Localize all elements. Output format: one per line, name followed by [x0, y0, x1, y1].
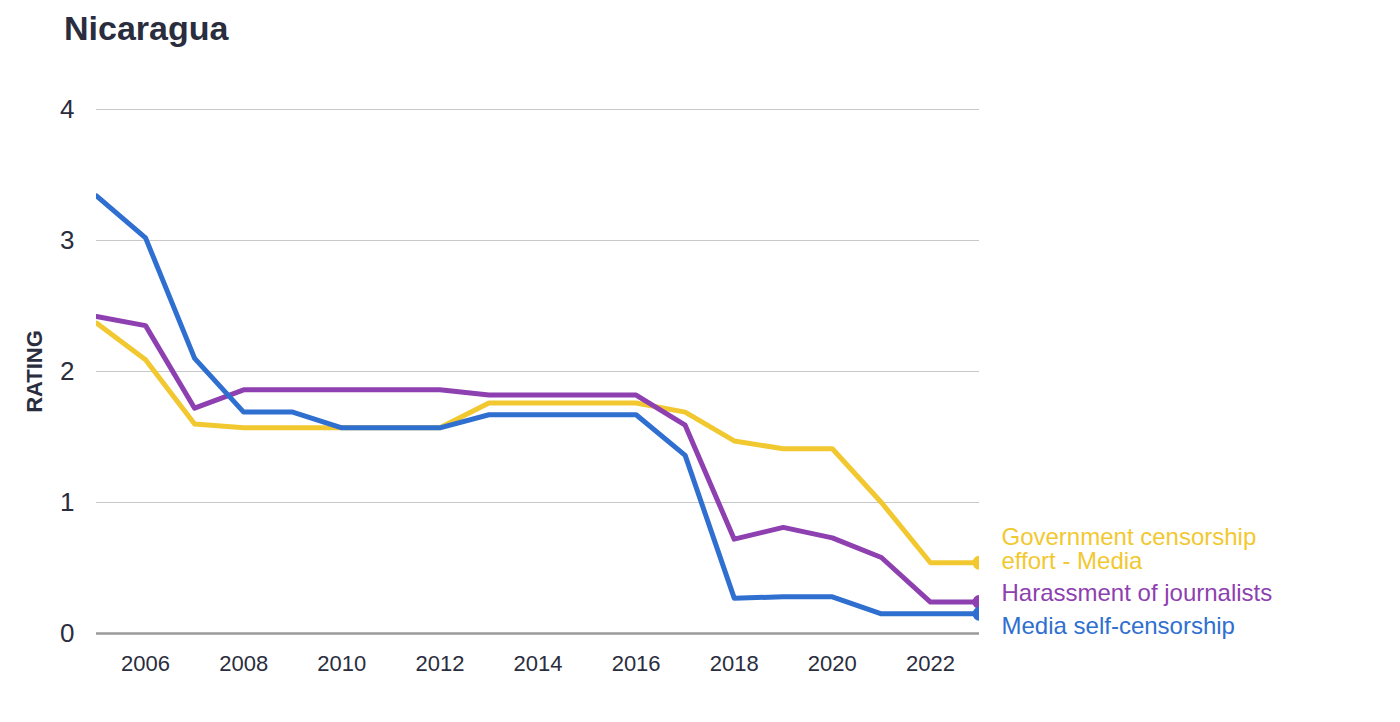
svg-text:Government censorshipeffort -: Government censorshipeffort - Media — [1002, 523, 1257, 574]
html-text:Nicaragua: Nicaragua — [64, 9, 229, 47]
svg-text:4: 4 — [60, 94, 74, 124]
svg-text:2010: 2010 — [317, 651, 366, 676]
svg-text:2014: 2014 — [514, 651, 563, 676]
svg-text:2006: 2006 — [121, 651, 170, 676]
svg-text:2016: 2016 — [612, 651, 661, 676]
svg-text:1: 1 — [60, 487, 74, 517]
svg-text:2022: 2022 — [906, 651, 955, 676]
svg-text:2020: 2020 — [808, 651, 857, 676]
svg-text:Media self-censorship: Media self-censorship — [1002, 612, 1235, 639]
svg-text:2008: 2008 — [219, 651, 268, 676]
svg-text:3: 3 — [60, 225, 74, 255]
svg-text:Harassment of journalists: Harassment of journalists — [1002, 579, 1273, 606]
svg-text:2: 2 — [60, 356, 74, 386]
svg-text:2018: 2018 — [710, 651, 759, 676]
svg-text:0: 0 — [60, 618, 74, 648]
svg-text:2012: 2012 — [415, 651, 464, 676]
svg-text:RATING: RATING — [22, 330, 47, 413]
